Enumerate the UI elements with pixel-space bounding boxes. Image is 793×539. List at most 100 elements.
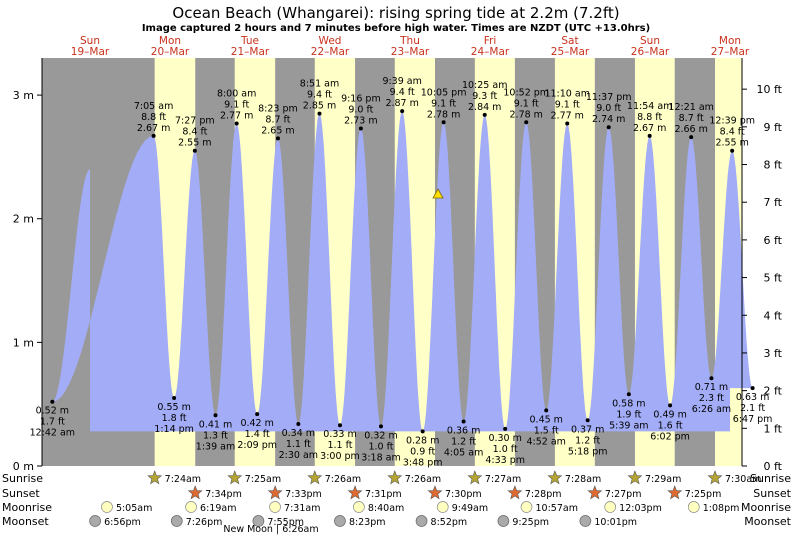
tide-ft-label: 1.6 ft <box>658 420 683 431</box>
sunset-icon <box>347 485 363 500</box>
tide-m-label: 0.42 m <box>240 418 273 429</box>
tide-point <box>275 136 280 141</box>
tide-m-label: 0.58 m <box>612 398 645 409</box>
tide-point <box>750 386 755 391</box>
left-tick-label: 1 m <box>13 336 34 349</box>
sunset-icon <box>427 485 443 500</box>
tide-point <box>606 125 611 130</box>
tide-ft-label: 9.0 ft <box>596 103 621 114</box>
right-tick-label: 8 ft <box>764 159 783 172</box>
sunrise-icon <box>227 470 243 485</box>
sunrise-time: 7:27am <box>485 474 521 485</box>
tide-ft-label: 1.0 ft <box>493 444 518 455</box>
tide-point <box>255 412 260 417</box>
tide-time-label: 11:37 pm <box>586 92 632 103</box>
moonset-icon <box>170 515 183 527</box>
tide-time-label: 12:42 am <box>30 428 75 439</box>
sunset-icon <box>507 485 523 500</box>
moonrise-icon <box>520 501 533 513</box>
tide-area <box>52 111 753 432</box>
tide-ft-label: 1.9 ft <box>616 409 641 420</box>
right-tick-label: 9 ft <box>764 121 783 134</box>
day-date: 24–Mar <box>471 46 510 58</box>
tide-time-label: 8:23 pm <box>258 103 298 114</box>
row-label-moonset: Moonset <box>2 515 49 528</box>
tide-ft-label: 9.1 ft <box>514 98 539 109</box>
tide-ft-label: 9.1 ft <box>224 100 249 111</box>
tide-m-label: 2.55 m <box>715 138 748 149</box>
tide-curve <box>52 111 753 432</box>
tide-time-label: 1:14 pm <box>154 424 194 435</box>
tide-point <box>379 424 383 429</box>
tide-m-label: 2.78 m <box>427 109 460 120</box>
sunset-time: 7:31pm <box>365 489 402 500</box>
sunrise-time: 7:26am <box>405 474 441 485</box>
tide-m-label: 2.67 m <box>633 123 666 134</box>
tide-time-label: 12:39 pm <box>709 116 755 127</box>
left-tick-label: 3 m <box>13 89 34 102</box>
right-tick-label: 10 ft <box>757 83 783 96</box>
row-label-sunrise: Sunrise <box>2 472 43 485</box>
day-name: Thu <box>399 35 420 47</box>
day-name: Fri <box>484 35 497 47</box>
tide-m-label: 0.34 m <box>282 428 315 439</box>
row-label-right-sunrise: Sunrise <box>750 472 791 485</box>
tide-time-label: 5:18 pm <box>568 446 608 457</box>
tide-time-label: 11:10 am <box>544 89 589 100</box>
right-tick-label: 0 ft <box>764 460 783 473</box>
tide-ft-label: 8.7 ft <box>265 114 290 125</box>
tide-ft-label: 9.3 ft <box>472 91 497 102</box>
sunrise-time: 7:29am <box>645 474 681 485</box>
tide-m-label: 2.65 m <box>261 125 294 136</box>
right-tick-label: 6 ft <box>764 234 783 247</box>
tide-ft-label: 1.7 ft <box>40 417 65 428</box>
sunrise-icon <box>147 470 163 485</box>
tide-ft-label: 1.1 ft <box>327 440 352 451</box>
tide-ft-label: 8.4 ft <box>720 127 745 138</box>
tide-m-label: 0.28 m <box>406 435 439 446</box>
day-name: Mon <box>719 35 741 47</box>
day-name: Sat <box>561 35 578 47</box>
tide-point <box>358 126 363 131</box>
tide-m-label: 2.87 m <box>385 98 418 109</box>
tide-time-label: 4:05 am <box>444 447 483 458</box>
tide-ft-label: 9.1 ft <box>555 100 580 111</box>
tide-point <box>709 376 714 381</box>
tide-time-label: 8:00 am <box>217 89 256 100</box>
tide-time-label: 7:27 pm <box>175 116 215 127</box>
moonrise-time: 12:03pm <box>619 503 662 514</box>
tide-point <box>441 120 446 125</box>
moonrise-icon <box>436 501 449 513</box>
row-label-moonrise: Moonrise <box>2 501 52 514</box>
tide-ft-label: 9.4 ft <box>307 90 332 101</box>
sunset-time: 7:27pm <box>605 489 642 500</box>
row-label-right-sunset: Sunset <box>753 487 791 500</box>
tide-point <box>234 121 239 126</box>
tide-ft-label: 8.4 ft <box>182 127 207 138</box>
tide-time-label: 8:51 am <box>300 79 339 90</box>
tide-m-label: 0.49 m <box>653 409 686 420</box>
tide-time-label: 4:33 pm <box>485 455 525 466</box>
right-tick-label: 2 ft <box>764 385 783 398</box>
moonset-icon <box>415 515 428 527</box>
moonrise-icon <box>269 501 281 513</box>
day-date: 21–Mar <box>231 46 270 58</box>
sunrise-icon <box>707 470 723 485</box>
tide-time-label: 1:39 am <box>196 441 235 452</box>
tide-time-label: 6:02 pm <box>650 431 690 442</box>
tide-time-label: 6:26 am <box>692 404 731 415</box>
tide-time-label: 9:39 am <box>382 76 421 87</box>
tide-point <box>503 426 508 431</box>
moonset-icon <box>579 515 592 527</box>
sunrise-icon <box>547 470 563 485</box>
moonset-time: 7:26pm <box>186 517 223 528</box>
tide-point <box>192 148 197 153</box>
tide-ft-label: 9.0 ft <box>348 104 373 115</box>
right-tick-label: 7 ft <box>764 196 783 209</box>
day-labels: Sun19–MarMon20–MarTue21–MarWed22–MarThu2… <box>71 35 750 58</box>
tide-point <box>524 120 529 125</box>
sunset-time: 7:28pm <box>525 489 562 500</box>
moonrise-time: 7:31am <box>284 503 320 514</box>
tide-m-label: 0.71 m <box>695 382 728 393</box>
tide-m-label: 2.85 m <box>303 101 336 112</box>
